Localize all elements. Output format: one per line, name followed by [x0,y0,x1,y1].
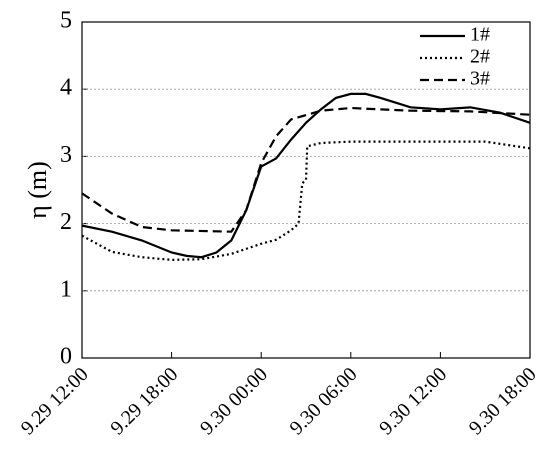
y-tick-label: 3 [60,142,72,168]
y-tick-label: 4 [60,75,72,101]
x-tick-label: 9.30 18:00 [465,363,541,439]
x-tick-label: 9.30 06:00 [286,363,362,439]
x-tick-label: 9.29 18:00 [106,363,182,439]
x-tick-label: 9.29 12:00 [17,363,93,439]
y-tick-label: 1 [60,276,72,302]
line-series [81,92,531,259]
y-tick-label: 2 [60,209,72,235]
y-axis-label: η (m) [23,161,52,219]
x-tick-label: 9.30 12:00 [375,363,451,439]
line-series [81,106,531,233]
legend-label: 1# [470,24,490,46]
y-tick-label: 0 [60,344,72,370]
legend-label: 2# [470,46,490,68]
legend-label: 3# [470,68,490,90]
y-tick-label: 5 [60,8,72,34]
line-series [81,140,531,261]
x-tick-label: 9.30 00:00 [196,363,272,439]
plot-frame [81,21,531,359]
